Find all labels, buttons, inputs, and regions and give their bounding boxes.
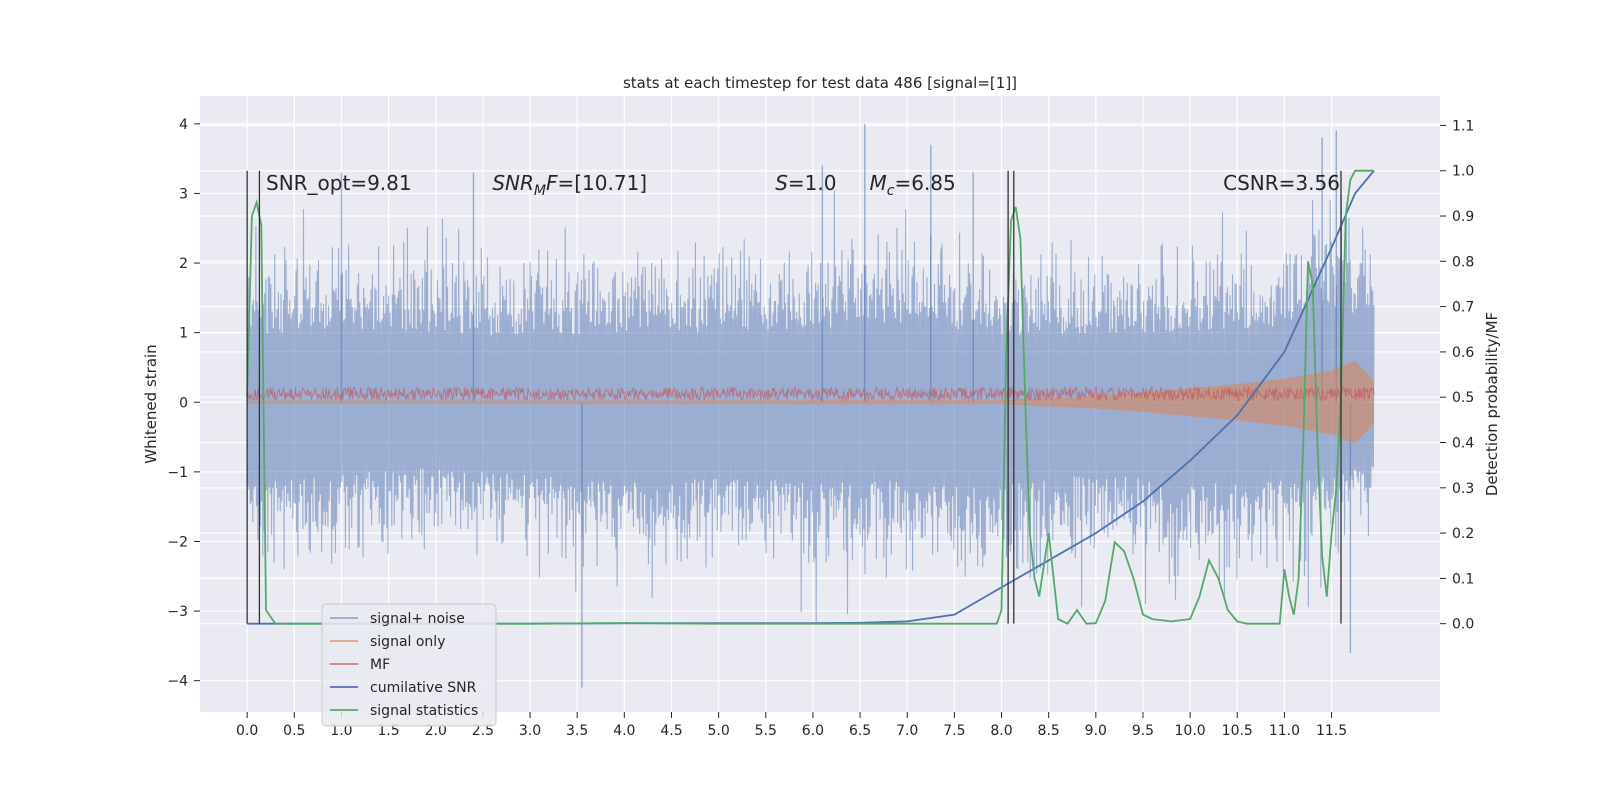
annotation-label: CSNR=3.56: [1223, 171, 1340, 195]
chart-title: stats at each timestep for test data 486…: [623, 74, 1017, 92]
y2-tick-label: 0.6: [1452, 345, 1474, 361]
x-tick-label: 11.5: [1316, 723, 1347, 739]
y-tick-label: 4: [179, 117, 188, 133]
y2-tick-label: 0.7: [1452, 300, 1474, 316]
x-tick-label: 1.0: [330, 723, 352, 739]
annotations: SNR_opt=9.81 SNRMF=[10.71] S=1.0 Mc=6.85 CSN…: [266, 171, 1340, 199]
x-tick-label: 6.5: [849, 723, 871, 739]
annotation-label: Mc=6.85: [870, 171, 956, 199]
x-tick-label: 7.5: [943, 723, 965, 739]
y2-tick-label: 0.9: [1452, 209, 1474, 225]
x-tick-label: 5.0: [707, 723, 729, 739]
legend-label: cumilative SNR: [370, 680, 477, 696]
y-tick-label: 3: [179, 186, 188, 202]
x-tick-label: 0.0: [236, 723, 258, 739]
x-tick-label: 7.0: [896, 723, 918, 739]
y-axis-label: Whitened strain: [142, 344, 160, 463]
y2-tick-label: 0.5: [1452, 390, 1474, 406]
signal-noise-line: [246, 190, 1375, 622]
y2-axis-label: Detection probability/MF: [1483, 312, 1501, 496]
x-tick-label: 2.0: [425, 723, 447, 739]
x-tick-label: 5.5: [755, 723, 777, 739]
y2-tick-label: 0.2: [1452, 526, 1474, 542]
x-tick-label: 0.5: [283, 723, 305, 739]
y2-tick-label: 0.1: [1452, 571, 1474, 587]
y-tick-label: 1: [179, 326, 188, 342]
annotation-label: SNRMF=[10.71]: [492, 171, 647, 199]
legend-label: MF: [370, 657, 390, 673]
signal-statistics-line: [246, 169, 1374, 625]
x-tick-label: 10.0: [1175, 723, 1206, 739]
y-tick-label: −4: [167, 674, 188, 690]
signal-only-band: [247, 360, 1375, 444]
annotation-label: SNR_opt=9.81: [266, 171, 412, 195]
y2-tick-label: 0.8: [1452, 254, 1474, 270]
y2-tick-label: 1.0: [1452, 164, 1474, 180]
y2-tick-label: 1.1: [1452, 118, 1474, 134]
y-tick-label: 0: [179, 395, 188, 411]
y2-tick-label: 0.4: [1452, 436, 1474, 452]
x-tick-label: 10.5: [1222, 723, 1253, 739]
axes: 0.0 0.5 1.0 1.5 2.0 2.5 3.0 3.5 4.0 4.5 5.0 5.5 6.0 6…: [167, 117, 1474, 739]
x-tick-label: 1.5: [377, 723, 399, 739]
y-tick-label: −1: [167, 465, 188, 481]
mf-line: [246, 385, 1375, 403]
annotation-label: S=1.0: [775, 171, 836, 195]
legend-label: signal only: [370, 634, 445, 650]
x-tick-label: 3.5: [566, 723, 588, 739]
legend: signal+ noise signal only MF cumilative SNR…: [321, 603, 497, 727]
legend-label: signal statistics: [370, 703, 478, 719]
x-tick-label: 9.0: [1085, 723, 1107, 739]
x-tick-label: 8.0: [990, 723, 1012, 739]
y2-tick-label: 0.0: [1452, 617, 1474, 633]
y-tick-label: −2: [167, 534, 188, 550]
legend-box: [321, 603, 497, 727]
x-tick-label: 9.5: [1132, 723, 1154, 739]
x-tick-label: 8.5: [1038, 723, 1060, 739]
x-tick-label: 6.0: [802, 723, 824, 739]
y-tick-label: 2: [179, 256, 188, 272]
x-tick-label: 4.5: [660, 723, 682, 739]
series-layer: [246, 123, 1375, 688]
legend-label: signal+ noise: [370, 611, 465, 627]
x-tick-label: 4.0: [613, 723, 635, 739]
x-tick-label: 11.0: [1269, 723, 1300, 739]
y-tick-label: −3: [167, 604, 188, 620]
x-tick-label: 3.0: [519, 723, 541, 739]
detection-markers: [246, 170, 1342, 624]
y2-tick-label: 0.3: [1452, 481, 1474, 497]
x-tick-label: 2.5: [472, 723, 494, 739]
